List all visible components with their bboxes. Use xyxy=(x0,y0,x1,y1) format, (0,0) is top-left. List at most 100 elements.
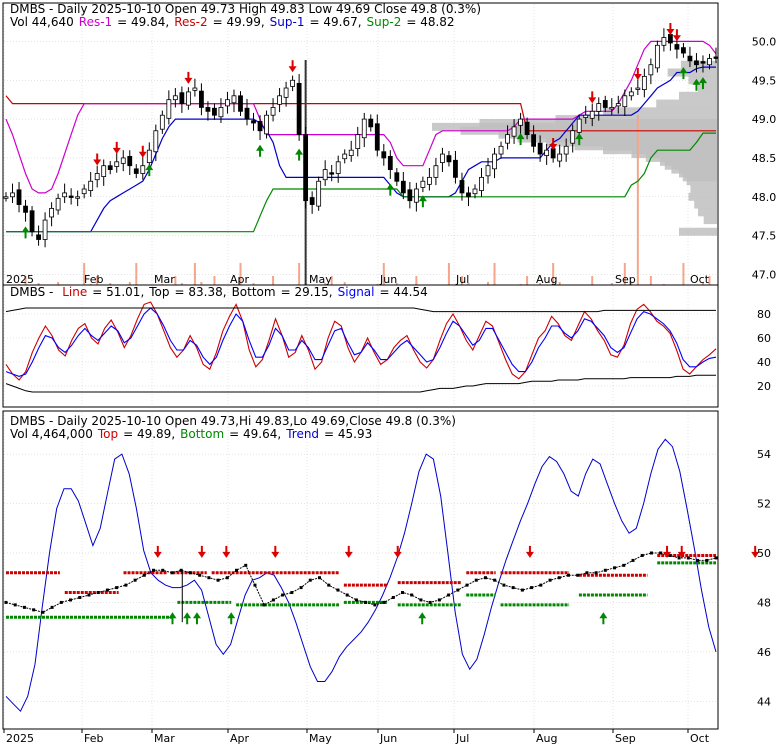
candle-body xyxy=(94,173,100,181)
price-x-tick-label: Jun xyxy=(379,273,397,286)
candle-body xyxy=(335,161,341,174)
candle-body xyxy=(36,234,41,240)
close-marker xyxy=(566,573,570,577)
oscillator-header: DMBS - Line = 51.01, Top = 83.38, Bottom = 29… xyxy=(10,285,428,299)
sell-arrow-icon xyxy=(288,60,297,73)
candle-body xyxy=(648,64,654,76)
close-marker xyxy=(290,591,294,595)
close-marker xyxy=(696,558,700,562)
price-header-line2-part: Res-1 xyxy=(79,15,112,29)
oscillator-header-part: = 44.54 xyxy=(380,285,428,299)
volume-bar xyxy=(623,263,626,296)
buy-arrow-icon xyxy=(599,612,608,625)
candle-body xyxy=(329,172,335,175)
oscillator-y-tick-label: 60 xyxy=(757,332,771,345)
volume-profile-bar xyxy=(679,227,717,236)
candle-body xyxy=(88,180,94,191)
trend-panel: DMBS - Daily 2025-10-10 Open 49.73,Hi 49… xyxy=(2,410,771,745)
candle-body xyxy=(238,95,243,112)
sell-arrow-icon xyxy=(184,71,193,84)
candle-body xyxy=(524,121,530,136)
candle-body xyxy=(668,34,673,44)
candle-body xyxy=(433,165,439,178)
close-marker xyxy=(327,583,331,587)
oscillator-header-part: = 51.01, xyxy=(92,285,144,299)
candle-body xyxy=(654,44,660,69)
sell-arrow-icon xyxy=(393,545,402,558)
close-marker xyxy=(50,605,54,609)
candle-body xyxy=(270,107,276,116)
candle-body xyxy=(674,44,680,50)
oscillator-y-tick-label: 40 xyxy=(757,356,771,369)
close-marker xyxy=(207,576,211,580)
candle-body xyxy=(713,56,719,59)
candle-body xyxy=(374,123,380,151)
candle-body xyxy=(316,180,322,207)
price-header-line1-part: DMBS - Daily 2025-10-10 Open 49.73 High … xyxy=(10,2,481,16)
sell-arrow-icon xyxy=(112,141,121,154)
candle-body xyxy=(622,95,628,108)
sell-arrow-icon xyxy=(271,545,280,558)
candle-body xyxy=(185,91,191,106)
candle-body xyxy=(101,165,107,177)
trend-y-tick-label: 52 xyxy=(757,498,771,511)
price-header-line2-part: = 49.84, xyxy=(117,15,169,29)
buy-arrow-icon xyxy=(418,195,427,208)
price-header-line2-part: Sup-2 xyxy=(367,15,402,29)
sell-arrow-icon xyxy=(751,545,760,558)
candle-body xyxy=(159,114,165,130)
candle-body xyxy=(426,176,432,185)
close-marker xyxy=(262,603,266,607)
candle-body xyxy=(231,95,237,104)
close-marker xyxy=(649,551,653,555)
close-marker xyxy=(474,578,478,582)
candle-body xyxy=(694,60,699,66)
close-marker xyxy=(69,598,73,602)
candle-body xyxy=(296,82,302,136)
sell-arrow-icon xyxy=(588,91,597,104)
candle-body xyxy=(10,192,15,198)
close-marker xyxy=(336,588,340,592)
close-marker xyxy=(115,586,119,590)
candle-body xyxy=(615,103,621,107)
candle-body xyxy=(49,208,54,218)
sell-arrow-icon xyxy=(93,153,102,166)
price-header-line2-part: = 48.82 xyxy=(406,15,454,29)
candle-body xyxy=(485,165,491,177)
candle-body xyxy=(62,192,68,198)
candle-body xyxy=(550,148,556,159)
close-marker xyxy=(32,608,36,612)
candle-body xyxy=(172,95,178,101)
close-marker xyxy=(548,578,552,582)
close-marker xyxy=(437,598,441,602)
buy-arrow-icon xyxy=(692,78,701,91)
price-panel: DMBS - Daily 2025-10-10 Open 49.73 High … xyxy=(2,2,776,301)
sell-arrow-icon xyxy=(633,68,642,81)
trend-y-tick-label: 54 xyxy=(757,448,771,461)
close-marker xyxy=(105,588,109,592)
close-marker xyxy=(382,600,386,604)
trend-x-tick-label: Sep xyxy=(615,732,636,745)
candle-body xyxy=(453,159,458,178)
close-marker xyxy=(244,563,248,567)
volume-profile-bar xyxy=(686,177,717,186)
candle-body xyxy=(381,151,387,159)
trend-header-line1: DMBS - Daily 2025-10-10 Open 49.73,Hi 49… xyxy=(10,414,456,428)
close-marker xyxy=(354,598,358,602)
close-marker xyxy=(133,578,137,582)
candle-body xyxy=(583,114,589,118)
close-marker xyxy=(281,593,285,597)
volume-bar xyxy=(239,263,242,296)
candle-body xyxy=(348,149,354,157)
buy-arrow-icon xyxy=(227,612,236,625)
volume-bar xyxy=(636,115,639,296)
trend-line xyxy=(5,438,717,713)
trend-header-line2-part: = 45.93 xyxy=(324,427,372,441)
volume-bar xyxy=(682,263,685,296)
price-header-line2-part: Vol 44,640 xyxy=(10,15,74,29)
close-marker xyxy=(271,598,275,602)
close-marker xyxy=(576,573,580,577)
price-x-tick-label: May xyxy=(309,273,332,286)
close-marker xyxy=(705,558,709,562)
buy-arrow-icon xyxy=(575,133,584,146)
